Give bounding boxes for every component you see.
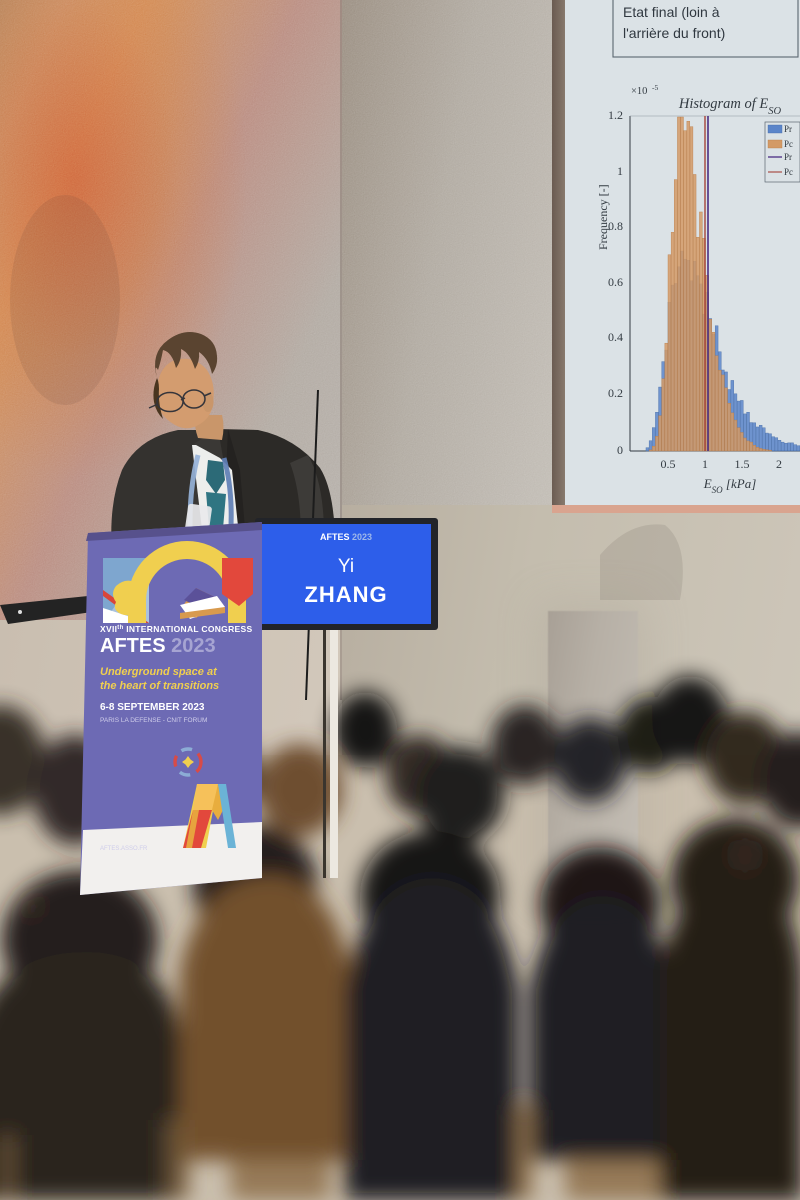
svg-text:Underground space at: Underground space at xyxy=(100,666,218,678)
svg-text:ZHANG: ZHANG xyxy=(304,582,387,607)
svg-text:AFTES 2023: AFTES 2023 xyxy=(100,635,216,657)
svg-text:XVIIth INTERNATIONAL CONGRESS: XVIIth INTERNATIONAL CONGRESS xyxy=(100,624,252,634)
svg-text:Yi: Yi xyxy=(338,556,354,577)
svg-text:PARIS LA DEFENSE - CNIT FORUM: PARIS LA DEFENSE - CNIT FORUM xyxy=(100,717,207,724)
svg-text:6-8 SEPTEMBER 2023: 6-8 SEPTEMBER 2023 xyxy=(100,702,205,713)
svg-text:the heart of transitions: the heart of transitions xyxy=(100,680,219,692)
svg-text:AFTES 2023: AFTES 2023 xyxy=(320,532,372,542)
svg-text:AFTES.ASSO.FR: AFTES.ASSO.FR xyxy=(100,846,148,852)
